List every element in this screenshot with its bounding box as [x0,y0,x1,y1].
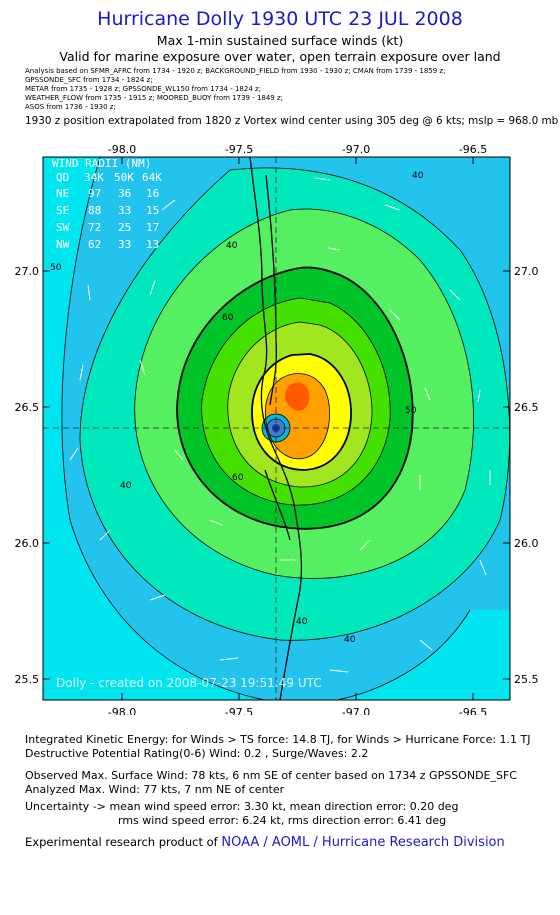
axis-ticks [43,157,510,700]
lat-tick-label: 26.5 [15,401,40,414]
lat-tick-label: 27.0 [15,265,40,278]
contour-label: 40 [344,635,356,645]
map-subtitle-exposure: Valid for marine exposure over water, op… [59,49,501,64]
wind-radii-cell: 33 [118,204,131,217]
lon-tick-label: -96.5 [459,706,487,715]
wind-radii-cell: 97 [88,187,101,200]
contour-label-group: 40 40 40 40 40 50 50 60 60 [50,171,424,645]
contour-label: 40 [412,171,424,181]
uncertainty-mean: Uncertainty -> mean wind speed error: 3.… [25,800,459,813]
lon-tick-label: -97.0 [342,143,370,156]
hrd-link[interactable]: NOAA / AOML / Hurricane Research Divisio… [221,835,505,850]
map-subtitle: Max 1-min sustained surface winds (kt) [156,33,404,48]
lon-tick-label: -97.5 [225,143,253,156]
credit-line: Experimental research product of NOAA / … [25,835,505,850]
lat-tick-label: 26.0 [514,537,539,550]
lon-tick-label: -97.0 [342,706,370,715]
analysis-sources-line: METAR from 1735 - 1928 z; GPSSONDE_WL150… [25,85,262,93]
map-title: Hurricane Dolly 1930 UTC 23 JUL 2008 [97,8,463,30]
analysis-sources-line: Analysis based on SFMR_AFRC from 1734 - … [25,67,446,75]
wind-radii-row: SE 88 33 15 [56,204,159,217]
lon-tick-label: -98.0 [108,143,136,156]
observed-max-wind: Observed Max. Surface Wind: 78 kts, 6 nm… [25,769,517,782]
analysis-sources-line: GPSSONDE_SFC from 1734 - 1824 z; [25,76,153,84]
lat-tick-label: 26.0 [15,537,40,550]
wind-radii-row: NE 97 36 16 [56,187,159,200]
contour-label: 50 [405,406,417,416]
wind-field-map: 40 40 40 40 40 50 50 60 60 WIND RADII (N… [15,143,539,715]
wind-radii-row: SW 72 25 17 [56,221,159,234]
wind-contours [43,157,510,700]
band-max-wind [285,382,310,411]
wind-radii-cell: 17 [146,221,159,234]
center-crosshair [43,157,510,700]
wind-radii-cell: SE [56,204,69,217]
created-watermark: Dolly - created on 2008-07-23 19:51:49 U… [56,676,322,690]
wind-radii-cell: 15 [146,204,159,217]
lat-tick-label: 25.5 [514,673,539,686]
wind-radii-cell: 88 [88,204,101,217]
wind-radii-header: 34K [84,171,104,184]
wind-radii-cell: 25 [118,221,131,234]
wind-radii-cell: NW [56,238,70,251]
wind-radii-row: NW 62 33 13 [56,238,159,251]
contour-label: 60 [232,473,244,483]
wind-radii-cell: 13 [146,238,159,251]
lon-tick-label: -98.0 [108,706,136,715]
wind-radii-cell: 16 [146,187,159,200]
plot-frame [42,156,511,701]
wind-radii-title: WIND RADII (NM) [52,157,151,170]
ike-line: Integrated Kinetic Energy: for Winds > T… [25,733,531,746]
wind-radii-cell: 62 [88,238,101,251]
credit-prefix: Experimental research product of [25,835,218,849]
analysis-sources-line: ASOS from 1736 - 1930 z; [25,103,116,111]
wind-radii-cell: 72 [88,221,101,234]
contour-label: 40 [296,617,308,627]
lon-tick-label: -97.5 [225,706,253,715]
contour-label: 40 [226,241,238,251]
wind-radii-header: 64K [142,171,162,184]
contour-label: 40 [120,481,132,491]
lat-tick-label: 25.5 [15,673,40,686]
wind-radii-header: 50K [114,171,134,184]
wind-radii-header: QD [56,171,69,184]
wind-vectors [69,177,491,673]
analyzed-max-wind: Analyzed Max. Wind: 77 kts, 7 nm NE of c… [25,783,285,796]
wind-radii-cell: 36 [118,187,131,200]
lat-tick-labels: 27.0 26.5 26.0 25.5 27.0 26.5 26.0 25.5 [15,265,539,686]
lat-tick-label: 26.5 [514,401,539,414]
lon-tick-labels: -98.0 -97.5 -97.0 -96.5 -98.0 -97.5 -97.… [108,143,487,715]
wind-radii-cell: 33 [118,238,131,251]
wind-radii-cell: SW [56,221,70,234]
analysis-sources-line: WEATHER_FLOW from 1735 - 1915 z; MOORED_… [25,94,284,102]
contour-label: 50 [50,263,62,273]
lon-tick-label: -96.5 [459,143,487,156]
dpr-line: Destructive Potential Rating(0-6) Wind: … [25,747,369,760]
uncertainty-rms: rms wind speed error: 6.24 kt, rms direc… [118,814,447,827]
wind-radii-cell: NE [56,187,69,200]
contour-lines [61,157,510,700]
contour-label: 60 [222,313,234,323]
lat-tick-label: 27.0 [514,265,539,278]
position-note: 1930 z position extrapolated from 1820 z… [25,115,559,127]
wind-radii-table: WIND RADII (NM) QD 34K 50K 64K NE 97 36 … [52,157,162,251]
